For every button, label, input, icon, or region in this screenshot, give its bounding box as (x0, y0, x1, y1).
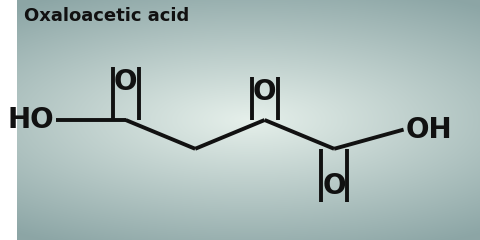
Text: Oxaloacetic acid: Oxaloacetic acid (24, 7, 189, 25)
Text: O: O (323, 172, 346, 200)
Text: HO: HO (7, 106, 54, 134)
Text: O: O (253, 78, 276, 106)
Text: O: O (114, 68, 137, 96)
Text: OH: OH (406, 116, 453, 144)
